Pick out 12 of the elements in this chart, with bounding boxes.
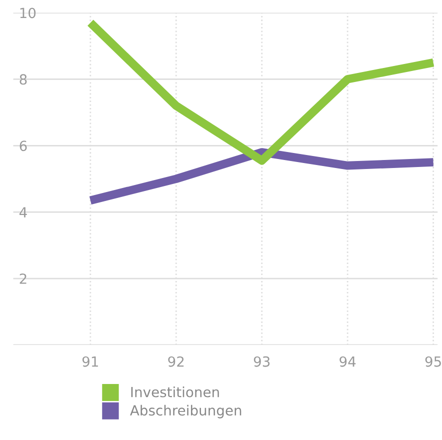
y-tick-label: 6: [20, 140, 27, 152]
y-tick-label: 4: [19, 207, 27, 218]
y-tick-label: 2: [20, 273, 26, 284]
x-tick-label: 94: [340, 356, 356, 367]
x-tick-label: 91: [82, 356, 98, 367]
y-tick-label: 10: [20, 8, 36, 18]
x-tick-label: 93: [254, 356, 270, 367]
legend-label: Investitionen: [131, 386, 219, 398]
legend-label: Abschreibungen: [130, 404, 242, 418]
x-tick-label: 95: [425, 356, 441, 367]
x-tick-label: 92: [168, 356, 184, 367]
y-tick-label: 8: [20, 74, 27, 85]
